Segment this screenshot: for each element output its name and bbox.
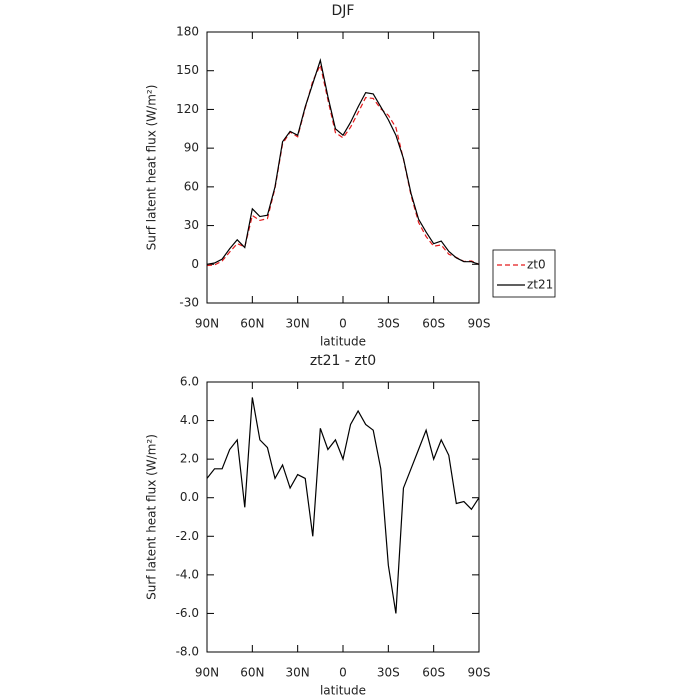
y-tick-label: 60 [184,179,199,193]
y-tick-label: 4.0 [180,413,199,427]
y-tick-label: -2.0 [176,529,199,543]
x-tick-label: 60N [240,666,264,680]
x-tick-label: 90N [195,317,219,331]
y-tick-label: 180 [176,25,199,39]
y-axis-label: Surf latent heat flux (W/m²) [145,85,159,251]
y-tick-label: 90 [184,141,199,155]
y-tick-label: -30 [179,296,199,310]
y-tick-label: 6.0 [180,375,199,389]
x-tick-label: 60S [422,666,445,680]
plot-frame [206,381,480,653]
x-tick-label: 60S [422,317,445,331]
x-axis-label: latitude [320,684,366,698]
x-tick-label: 0 [339,317,347,331]
x-tick-label: 30N [286,666,310,680]
legend-box [492,249,556,298]
x-tick-label: 30S [377,317,400,331]
y-tick-label: -4.0 [176,567,199,581]
y-tick-label: 150 [176,63,199,77]
x-tick-label: 60N [240,317,264,331]
y-tick-label: 120 [176,102,199,116]
x-axis-label: latitude [320,335,366,349]
plot-frame [206,31,480,304]
data-line [206,397,480,614]
chart-title: zt21 - zt0 [310,353,376,369]
legend-label: zt21 [527,278,553,292]
y-tick-label: 0.0 [180,490,199,504]
x-tick-label: 90S [468,666,491,680]
x-tick-label: 90S [468,317,491,331]
y-tick-label: 30 [184,218,199,232]
chart-title: DJF [332,3,355,19]
x-tick-label: 30N [286,317,310,331]
x-tick-label: 90N [195,666,219,680]
y-tick-label: 0 [191,257,199,271]
y-tick-label: -6.0 [176,606,199,620]
y-axis-label: Surf latent heat flux (W/m²) [145,434,159,600]
data-line [206,63,480,267]
x-tick-label: 30S [377,666,400,680]
y-tick-label: -8.0 [176,645,199,659]
y-tick-label: 2.0 [180,452,199,466]
data-line [206,58,480,265]
x-tick-label: 0 [339,666,347,680]
legend-label: zt0 [527,258,546,272]
